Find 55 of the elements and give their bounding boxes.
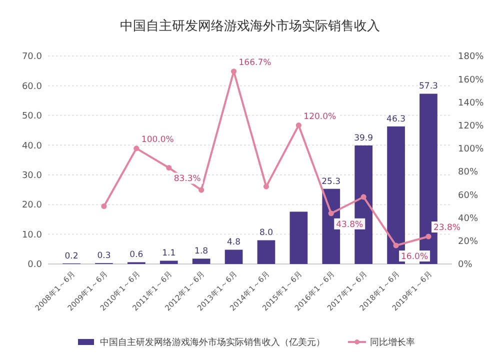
y2-tick-label: 60% [458, 190, 478, 201]
data-label: 1.1 [162, 248, 176, 259]
point [166, 164, 172, 171]
y-tick-label: 60.0 [22, 82, 42, 92]
data-label: 57.3 [419, 82, 438, 92]
data-label: 166.7% [238, 58, 272, 68]
y2-tick-label: 160% [458, 75, 484, 86]
data-label: 100.0% [141, 134, 174, 145]
data-label: 16.0% [401, 252, 428, 262]
point [426, 234, 432, 240]
y-tick-label: 10.0 [22, 230, 42, 240]
y2-tick-label: 100% [458, 144, 484, 155]
point [393, 242, 399, 248]
bar [224, 250, 243, 264]
y2-tick-label: 120% [458, 121, 484, 132]
data-label: 83.3% [174, 174, 201, 184]
y-tick-label: 50.0 [22, 112, 42, 122]
y2-tick-label: 80% [458, 168, 478, 178]
y2-tick-label: 180% [458, 52, 484, 62]
data-label: 39.9 [354, 133, 374, 144]
point [134, 146, 140, 152]
point [101, 203, 107, 210]
point [230, 68, 237, 74]
data-label: 0.6 [130, 250, 144, 260]
data-label: 0.2 [64, 251, 78, 262]
point [296, 122, 302, 128]
data-label: 46.3 [386, 114, 406, 124]
y2-tick-label: 20% [458, 237, 478, 248]
point [360, 194, 366, 200]
y-tick-label: 30.0 [22, 171, 42, 182]
bar [160, 260, 178, 264]
bar [257, 240, 276, 264]
legend-label: 同比增长率 [370, 336, 415, 348]
data-label: 1.8 [194, 246, 208, 257]
data-label: 43.8% [336, 220, 364, 230]
data-label: 23.8% [433, 223, 460, 233]
bar [192, 258, 210, 264]
y2-tick-label: 140% [458, 98, 484, 108]
legend-label: 中国自主研发网络游戏海外市场实际销售收入（亿美元） [100, 336, 325, 348]
data-label: 8.0 [259, 228, 273, 238]
y-tick-label: 40.0 [22, 141, 42, 152]
y-tick-label: 0.0 [28, 260, 42, 270]
bar [290, 212, 308, 264]
data-label: 120.0% [304, 112, 336, 122]
data-label: 0.3 [97, 251, 111, 262]
data-label: 4.8 [227, 238, 241, 248]
y-tick-label: 70.0 [22, 52, 42, 62]
data-label: 25.3 [322, 176, 341, 187]
y-tick-label: 20.0 [22, 200, 42, 211]
y2-tick-label: 40% [458, 214, 478, 224]
y2-tick-label: 0% [458, 260, 473, 270]
point [263, 184, 270, 190]
point [198, 187, 204, 193]
point [328, 210, 334, 216]
chart-title: 中国自主研发网络游戏海外市场实际销售收入 [120, 18, 380, 34]
